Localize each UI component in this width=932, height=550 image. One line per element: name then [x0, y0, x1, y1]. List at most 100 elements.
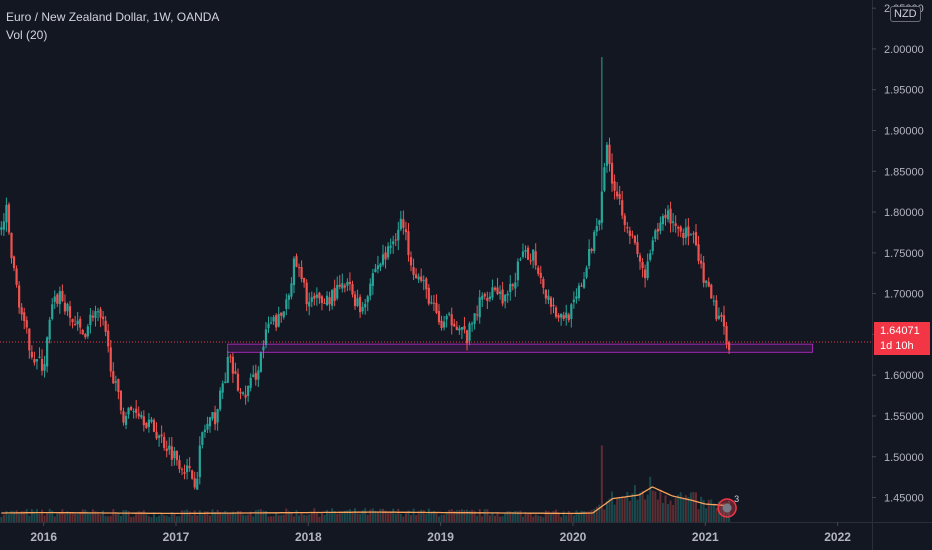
volume-bar [486, 509, 489, 522]
volume-bar [356, 513, 359, 522]
candle-body [430, 302, 433, 304]
candle-body [333, 287, 336, 301]
volume-bar [30, 509, 33, 522]
candle-body [191, 470, 194, 479]
candle-body [417, 276, 420, 280]
price-axis-tick-label: 1.70000 [884, 289, 924, 301]
volume-bar [692, 491, 695, 522]
volume-bar [285, 508, 288, 522]
volume-bar [552, 510, 555, 522]
volume-bar [303, 515, 306, 522]
candle-body [132, 411, 135, 413]
candle-body [577, 285, 581, 299]
candle-body [509, 283, 512, 293]
volume-bar [458, 510, 461, 522]
volume-bar [613, 504, 616, 522]
currency-badge[interactable]: NZD [890, 6, 921, 22]
volume-bar [435, 511, 438, 522]
volume-bar [720, 503, 723, 522]
volume-bar [346, 510, 349, 522]
candle-body [557, 315, 560, 318]
volume-bar [600, 445, 603, 522]
volume-bar [697, 509, 700, 522]
last-price-label: 1.64071 1d 10h [874, 322, 930, 355]
candle-body [470, 323, 474, 325]
volume-bar [56, 512, 59, 522]
candle-body [616, 191, 619, 197]
candle-body [297, 267, 301, 269]
volume-bar [35, 509, 38, 522]
volume-bar [593, 508, 596, 522]
candle-body [280, 312, 283, 316]
volume-bar [481, 516, 484, 522]
candle-body [549, 297, 553, 307]
candle-body [654, 230, 657, 239]
volume-bar [239, 510, 242, 522]
candle-body [580, 285, 583, 287]
candle-body [585, 267, 588, 278]
volume-bar [300, 512, 303, 522]
candle-body [392, 241, 395, 245]
candle-body [435, 302, 438, 313]
volume-bar [557, 512, 560, 522]
volume-bar [328, 512, 331, 522]
volume-bar [488, 515, 491, 522]
candle-body [353, 294, 357, 307]
volume-bar [443, 514, 446, 522]
candle-body [608, 144, 611, 164]
volume-bar [374, 510, 377, 522]
candle-body [277, 313, 280, 327]
volume-bar [483, 509, 486, 522]
volume-bar [208, 515, 211, 522]
volume-bar [611, 491, 614, 522]
candle-body [644, 269, 647, 279]
candle-body [224, 381, 227, 384]
volume-indicator-label[interactable]: Vol (20) [6, 28, 48, 42]
volume-bar [618, 496, 621, 522]
volume-bar [270, 516, 273, 522]
candle-body [498, 291, 502, 294]
volume-bar [79, 511, 82, 522]
candle-body [687, 226, 690, 237]
volume-bar [203, 511, 206, 522]
volume-bar [188, 511, 191, 522]
volume-bar [74, 513, 77, 522]
candle-body [689, 234, 693, 236]
candle-body [504, 294, 507, 302]
candle-body [216, 409, 219, 423]
volume-bar [10, 510, 13, 522]
volume-bar [575, 510, 578, 522]
volume-bar [94, 511, 97, 522]
candle-body [2, 221, 5, 230]
candle-body [46, 337, 49, 367]
volume-bar [224, 510, 227, 522]
volume-bar [430, 511, 433, 522]
volume-bar [674, 498, 677, 522]
volume-bar [656, 499, 659, 522]
candle-body [588, 248, 591, 266]
candle-body [661, 216, 665, 225]
volume-bar [132, 516, 135, 522]
candle-body [272, 316, 275, 322]
price-axis-tick-label: 1.50000 [884, 452, 924, 464]
candle-body [633, 235, 637, 243]
candle-body [712, 300, 715, 302]
volume-bar [234, 512, 237, 522]
candle-body [275, 315, 278, 328]
candle-body [30, 351, 33, 358]
candle-body [135, 408, 138, 413]
candle-body [590, 249, 593, 251]
candle-body [491, 287, 494, 298]
candle-body [379, 263, 382, 267]
candle-body [211, 412, 214, 419]
time-axis-tick-label: 2021 [692, 530, 719, 544]
candle-body [137, 413, 140, 417]
volume-bar [626, 491, 629, 522]
volume-bar [282, 514, 285, 522]
candle-body [142, 416, 145, 426]
volume-bar [491, 513, 494, 522]
candle-body [150, 419, 153, 422]
volume-bar [689, 492, 692, 522]
symbol-title[interactable]: Euro / New Zealand Dollar, 1W, OANDA [6, 10, 220, 24]
